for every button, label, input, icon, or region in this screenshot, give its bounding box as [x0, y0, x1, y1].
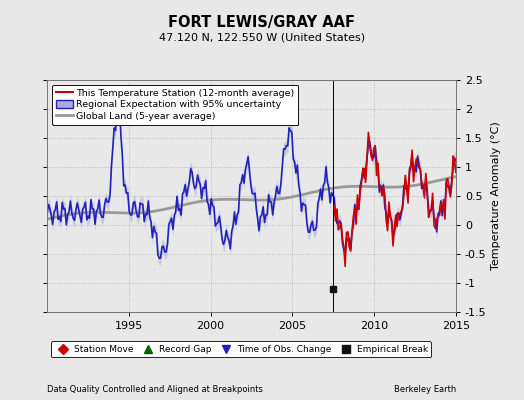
- Text: Data Quality Controlled and Aligned at Breakpoints: Data Quality Controlled and Aligned at B…: [47, 385, 263, 394]
- Text: Berkeley Earth: Berkeley Earth: [394, 385, 456, 394]
- Text: 47.120 N, 122.550 W (United States): 47.120 N, 122.550 W (United States): [159, 33, 365, 43]
- Legend: This Temperature Station (12-month average), Regional Expectation with 95% uncer: This Temperature Station (12-month avera…: [52, 85, 299, 124]
- Legend: Station Move, Record Gap, Time of Obs. Change, Empirical Break: Station Move, Record Gap, Time of Obs. C…: [51, 341, 431, 358]
- Text: FORT LEWIS/GRAY AAF: FORT LEWIS/GRAY AAF: [169, 14, 355, 30]
- Y-axis label: Temperature Anomaly (°C): Temperature Anomaly (°C): [490, 122, 501, 270]
